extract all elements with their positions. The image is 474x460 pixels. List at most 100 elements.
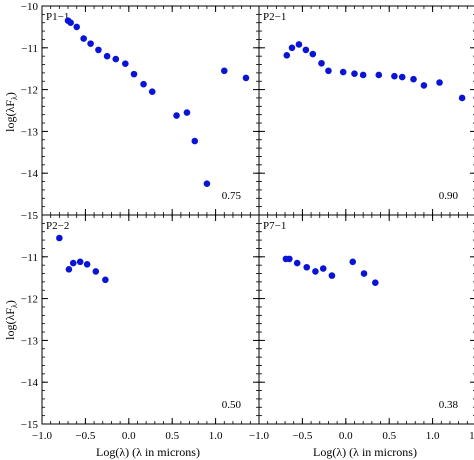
panel-1-point (122, 60, 129, 67)
panel-2-point (283, 52, 291, 59)
panel-3-xtick-label: −0.5 (75, 430, 95, 442)
panel-3-point (92, 268, 100, 275)
panel-4-name: P7−1 (263, 220, 286, 232)
panel-1: −15 −14 −13 −12 −11 −10 P1−1 0.75 (21, 1, 260, 222)
panel-2-frame (258, 5, 474, 216)
panel-3-name: P2−2 (46, 220, 69, 232)
ylabel-upper-main: log(λF (3, 100, 17, 132)
panel-3-xtick-label: 0.0 (122, 430, 136, 442)
panel-1-point (112, 55, 120, 63)
panel-2-point (410, 75, 417, 83)
panel-1-ytick-label: −15 (21, 210, 39, 222)
panel-1-point (242, 74, 250, 82)
panel-4-point (293, 259, 301, 267)
panel-1-point (183, 109, 191, 116)
panel-2-value: 0.90 (439, 190, 459, 202)
panel-4-point (349, 258, 357, 266)
panel-1-point (87, 40, 94, 47)
panel-3: −15 −14 −13 −12 −11 −1.0 −0.5 0.0 0.5 1.0 P2−2 0.50 (21, 214, 260, 442)
panel-3-ytick-label: −12 (21, 294, 38, 306)
panel-4-point (372, 279, 379, 287)
panel-1-ytick-label: −11 (21, 43, 38, 55)
panel-4-point (360, 270, 368, 277)
panel-4-point (319, 265, 327, 272)
panel-2-point (288, 44, 296, 52)
panel-4: −1.0 −0.5 0.0 0.5 1.0 1.5 P7−1 0.38 (249, 214, 474, 442)
panel-1-point (148, 88, 156, 95)
panel-3-ytick-label: −15 (21, 419, 39, 431)
ylabel-lower: log(λFλ) (3, 300, 19, 340)
panel-1-point (103, 52, 111, 60)
panel-1-point (130, 70, 138, 78)
panel-3-ytick-label: −14 (21, 377, 39, 389)
xlabel-left: Log(λ) (λ in microns) (96, 445, 200, 459)
ylabel-upper: log(λFλ) (3, 92, 19, 132)
panel-2-point (325, 67, 332, 75)
xlabel-right: Log(λ) (λ in microns) (313, 445, 417, 459)
panel-1-frame (41, 5, 260, 216)
panel-4-xtick-label: 0.5 (382, 430, 396, 442)
panel-1-point (191, 137, 199, 145)
panel-4-xtick-label: 1.5 (469, 430, 474, 442)
panel-3-point (69, 259, 77, 267)
panel-1-point (80, 35, 87, 42)
panel-2-point (339, 68, 347, 76)
panel-3-xtick-label: −1.0 (32, 430, 52, 442)
panel-3-xtick-label: 0.5 (165, 430, 179, 442)
panel-2-point (420, 82, 428, 89)
panel-3-point (65, 266, 73, 273)
panel-1-ytick-label: −10 (21, 1, 39, 13)
panel-1-point (67, 19, 74, 27)
panel-4-value: 0.38 (439, 399, 459, 411)
panel-2-point (398, 73, 406, 81)
panel-3-frame (41, 214, 260, 425)
panel-2-point (309, 50, 317, 58)
panel-1-point (95, 46, 102, 54)
panel-1-point (140, 80, 147, 88)
panel-4-point (303, 263, 311, 271)
panel-2-point (318, 59, 325, 67)
panel-3-point (56, 234, 63, 242)
panel-2: P2−1 0.90 (258, 5, 474, 216)
panel-2-point (302, 46, 310, 54)
panels-layer: −15 −14 −13 −12 −11 −10 P1−1 0.75 P2−1 0.90 −15 −14… (21, 1, 474, 442)
panel-1-ytick-label: −12 (21, 85, 38, 97)
panel-3-point (102, 276, 109, 284)
ylabel-lower-main: log(λF (3, 308, 17, 340)
panel-2-point (458, 94, 466, 102)
panel-2-point (359, 71, 367, 79)
panel-2-point (295, 41, 303, 48)
panel-2-point (391, 72, 398, 80)
panel-4-xtick-label: −0.5 (292, 430, 312, 442)
panel-1-point (73, 23, 81, 31)
panel-3-ytick-label: −13 (21, 335, 39, 347)
panel-4-point (286, 255, 293, 263)
axis-labels-layer: log(λFλ) log(λFλ) Log(λ) (λ in microns) … (3, 92, 417, 459)
panel-4-point (312, 268, 319, 275)
panel-1-value: 0.75 (222, 190, 242, 202)
panel-2-name: P2−1 (263, 11, 286, 23)
panel-3-xtick-label: 1.0 (209, 430, 223, 442)
panel-4-frame (258, 214, 474, 425)
panel-4-xtick-label: 0.0 (339, 430, 353, 442)
ylabel-lower-close: ) (3, 300, 17, 304)
panel-2-point (351, 70, 358, 78)
panel-2-point (436, 79, 443, 86)
panel-1-point (220, 67, 228, 75)
panel-1-ytick-label: −14 (21, 168, 39, 180)
panel-3-point (76, 258, 84, 266)
panel-1-ytick-label: −13 (21, 126, 39, 138)
ylabel-upper-close: ) (3, 92, 17, 96)
panel-1-name: P1−1 (46, 11, 69, 23)
panel-3-value: 0.50 (222, 399, 242, 411)
panel-4-xtick-label: −1.0 (249, 430, 269, 442)
panel-3-ytick-label: −11 (21, 252, 38, 264)
panel-3-point (83, 261, 91, 268)
panel-4-point (328, 272, 336, 279)
panel-2-point (375, 71, 383, 79)
ylabel-lower-sub: λ (10, 304, 19, 308)
panel-4-xtick-label: 1.0 (426, 430, 440, 442)
ylabel-upper-sub: λ (10, 96, 19, 100)
panel-1-point (203, 180, 211, 187)
